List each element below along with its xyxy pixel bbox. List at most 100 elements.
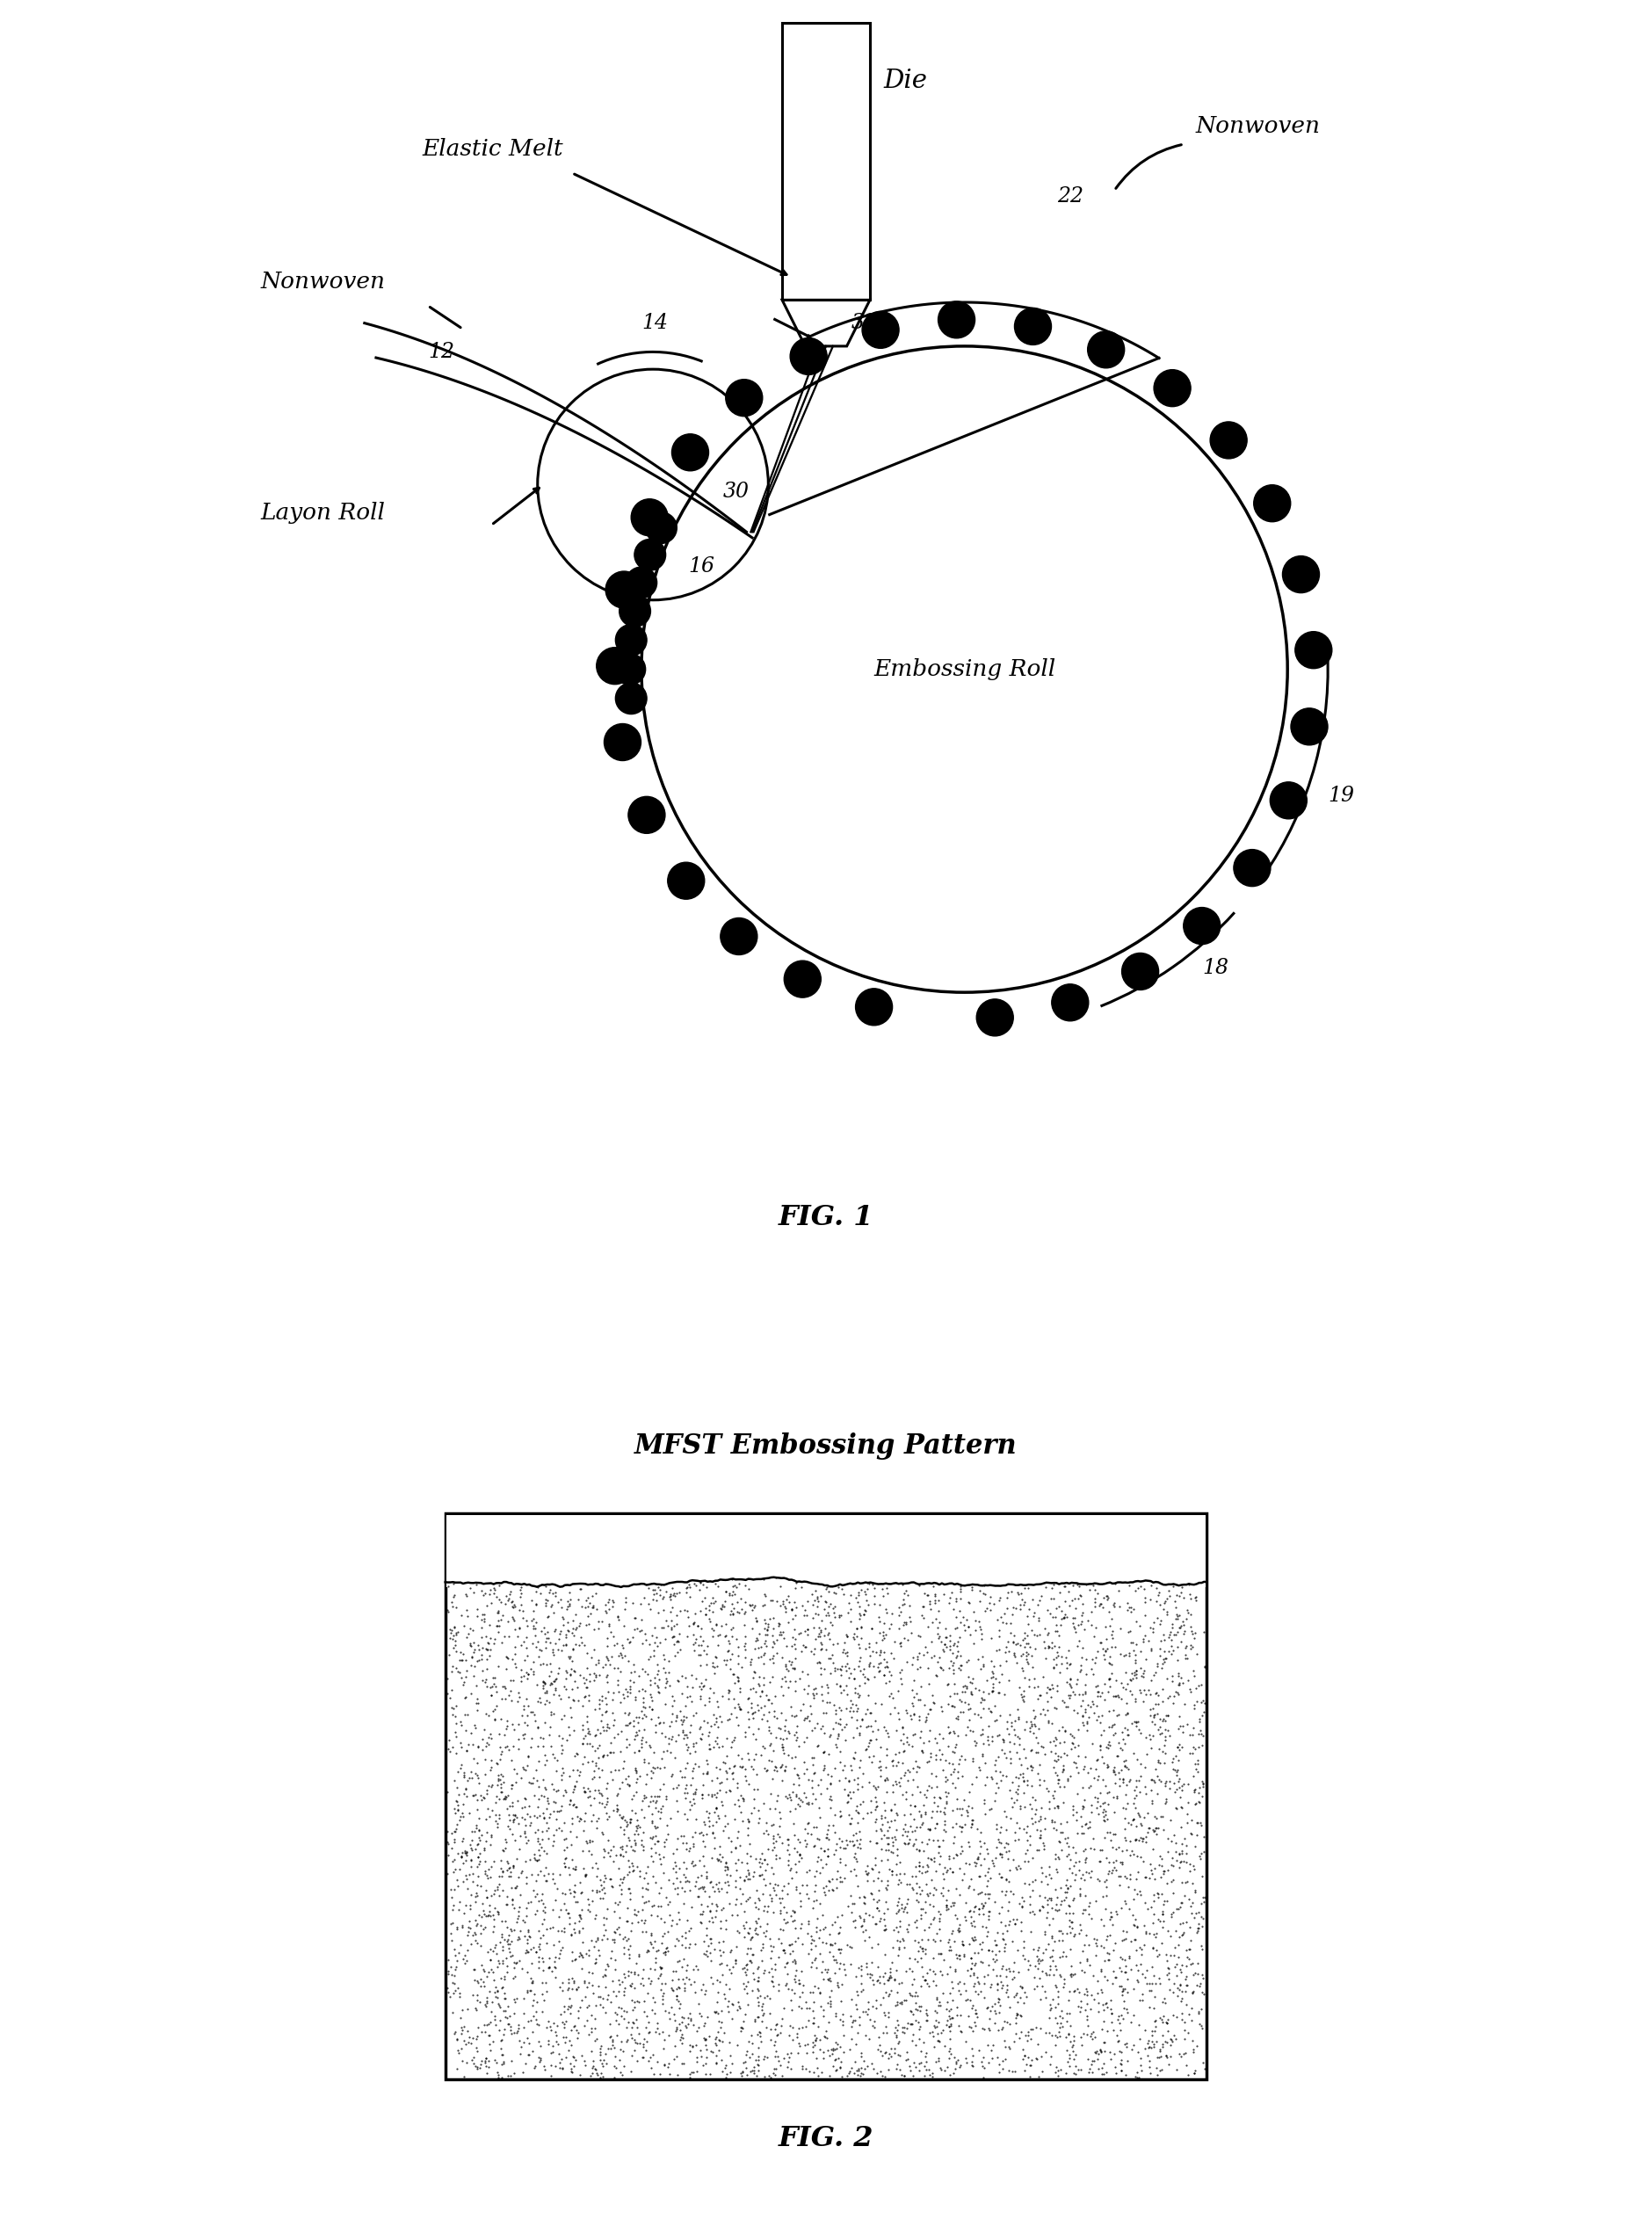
Point: [938, 1635, 965, 1671]
Point: [565, 1627, 591, 1662]
Point: [704, 1760, 730, 1795]
Point: [788, 1911, 814, 1946]
Point: [966, 1860, 993, 1895]
Point: [540, 1793, 567, 1828]
Point: [529, 1977, 555, 2013]
Point: [1151, 1640, 1178, 1675]
Point: [1122, 1642, 1148, 1678]
Point: [499, 1886, 525, 1922]
Point: [993, 1711, 1019, 1746]
Point: [633, 2024, 659, 2059]
Point: [580, 1955, 606, 1990]
Point: [1014, 1822, 1041, 1857]
Point: [912, 1686, 938, 1722]
Point: [510, 2055, 537, 2090]
Point: [866, 1615, 892, 1651]
Point: [697, 1864, 724, 1899]
Point: [562, 1851, 588, 1886]
Point: [720, 1749, 747, 1784]
Point: [793, 1629, 819, 1664]
Point: [540, 1911, 567, 1946]
Point: [535, 1855, 562, 1891]
Point: [991, 1931, 1018, 1966]
Point: [499, 2044, 525, 2079]
Point: [824, 1968, 851, 2004]
Point: [621, 1718, 648, 1753]
Point: [1113, 2026, 1140, 2061]
Point: [750, 1786, 776, 1822]
Point: [453, 1888, 479, 1924]
Point: [712, 1808, 738, 1844]
Point: [477, 1899, 504, 1935]
Point: [664, 1906, 691, 1942]
Point: [740, 1718, 767, 1753]
Point: [656, 1862, 682, 1897]
Point: [995, 1884, 1021, 1919]
Point: [1070, 1977, 1097, 2013]
Point: [785, 2035, 811, 2070]
Point: [646, 1704, 672, 1740]
Point: [818, 1789, 844, 1824]
Point: [872, 1591, 899, 1627]
Point: [887, 1908, 914, 1944]
Point: [449, 1822, 476, 1857]
Point: [912, 1575, 938, 1611]
Point: [1084, 1567, 1110, 1602]
Point: [1028, 1893, 1054, 1928]
Point: [468, 1835, 494, 1871]
Point: [1095, 1786, 1122, 1822]
Point: [605, 1598, 631, 1633]
Point: [966, 1966, 993, 2002]
Point: [639, 1795, 666, 1831]
Point: [1009, 1622, 1036, 1658]
Point: [758, 1775, 785, 1811]
Point: [639, 1691, 666, 1726]
Point: [519, 1964, 545, 1999]
Point: [669, 1926, 695, 1962]
Point: [540, 1771, 567, 1806]
Point: [476, 2006, 502, 2041]
Point: [1180, 1848, 1206, 1884]
Point: [1054, 1762, 1080, 1797]
Point: [971, 1875, 998, 1911]
Point: [717, 2055, 743, 2090]
Point: [1180, 1653, 1206, 1689]
Point: [610, 1977, 636, 2013]
Point: [615, 1904, 641, 1939]
Point: [611, 1760, 638, 1795]
Point: [481, 1877, 507, 1913]
Point: [1097, 1729, 1123, 1764]
Point: [1122, 1684, 1148, 1720]
Point: [1059, 1724, 1085, 1760]
Point: [740, 1700, 767, 1735]
Point: [1004, 1771, 1031, 1806]
Point: [664, 1944, 691, 1979]
Point: [649, 1582, 676, 1618]
Point: [664, 1622, 691, 1658]
Point: [965, 1999, 991, 2035]
Point: [889, 1777, 915, 1813]
Point: [629, 1700, 656, 1735]
Point: [1171, 2013, 1198, 2048]
Point: [578, 2055, 605, 2090]
Point: [917, 1906, 943, 1942]
Point: [813, 1695, 839, 1731]
Point: [519, 1946, 545, 1982]
Point: [679, 1607, 705, 1642]
Point: [1156, 2022, 1183, 2057]
Point: [925, 1828, 952, 1864]
Point: [1146, 2033, 1173, 2068]
Point: [1042, 1729, 1069, 1764]
Point: [793, 1877, 819, 1913]
Point: [578, 1873, 605, 1908]
Point: [631, 1902, 657, 1937]
Point: [563, 1627, 590, 1662]
Point: [783, 1957, 809, 1993]
Point: [687, 2033, 714, 2068]
Point: [871, 1902, 897, 1937]
Point: [686, 1871, 712, 1906]
Point: [745, 1640, 771, 1675]
Point: [1188, 1966, 1214, 2002]
Point: [590, 1917, 616, 1953]
Point: [438, 1673, 464, 1709]
